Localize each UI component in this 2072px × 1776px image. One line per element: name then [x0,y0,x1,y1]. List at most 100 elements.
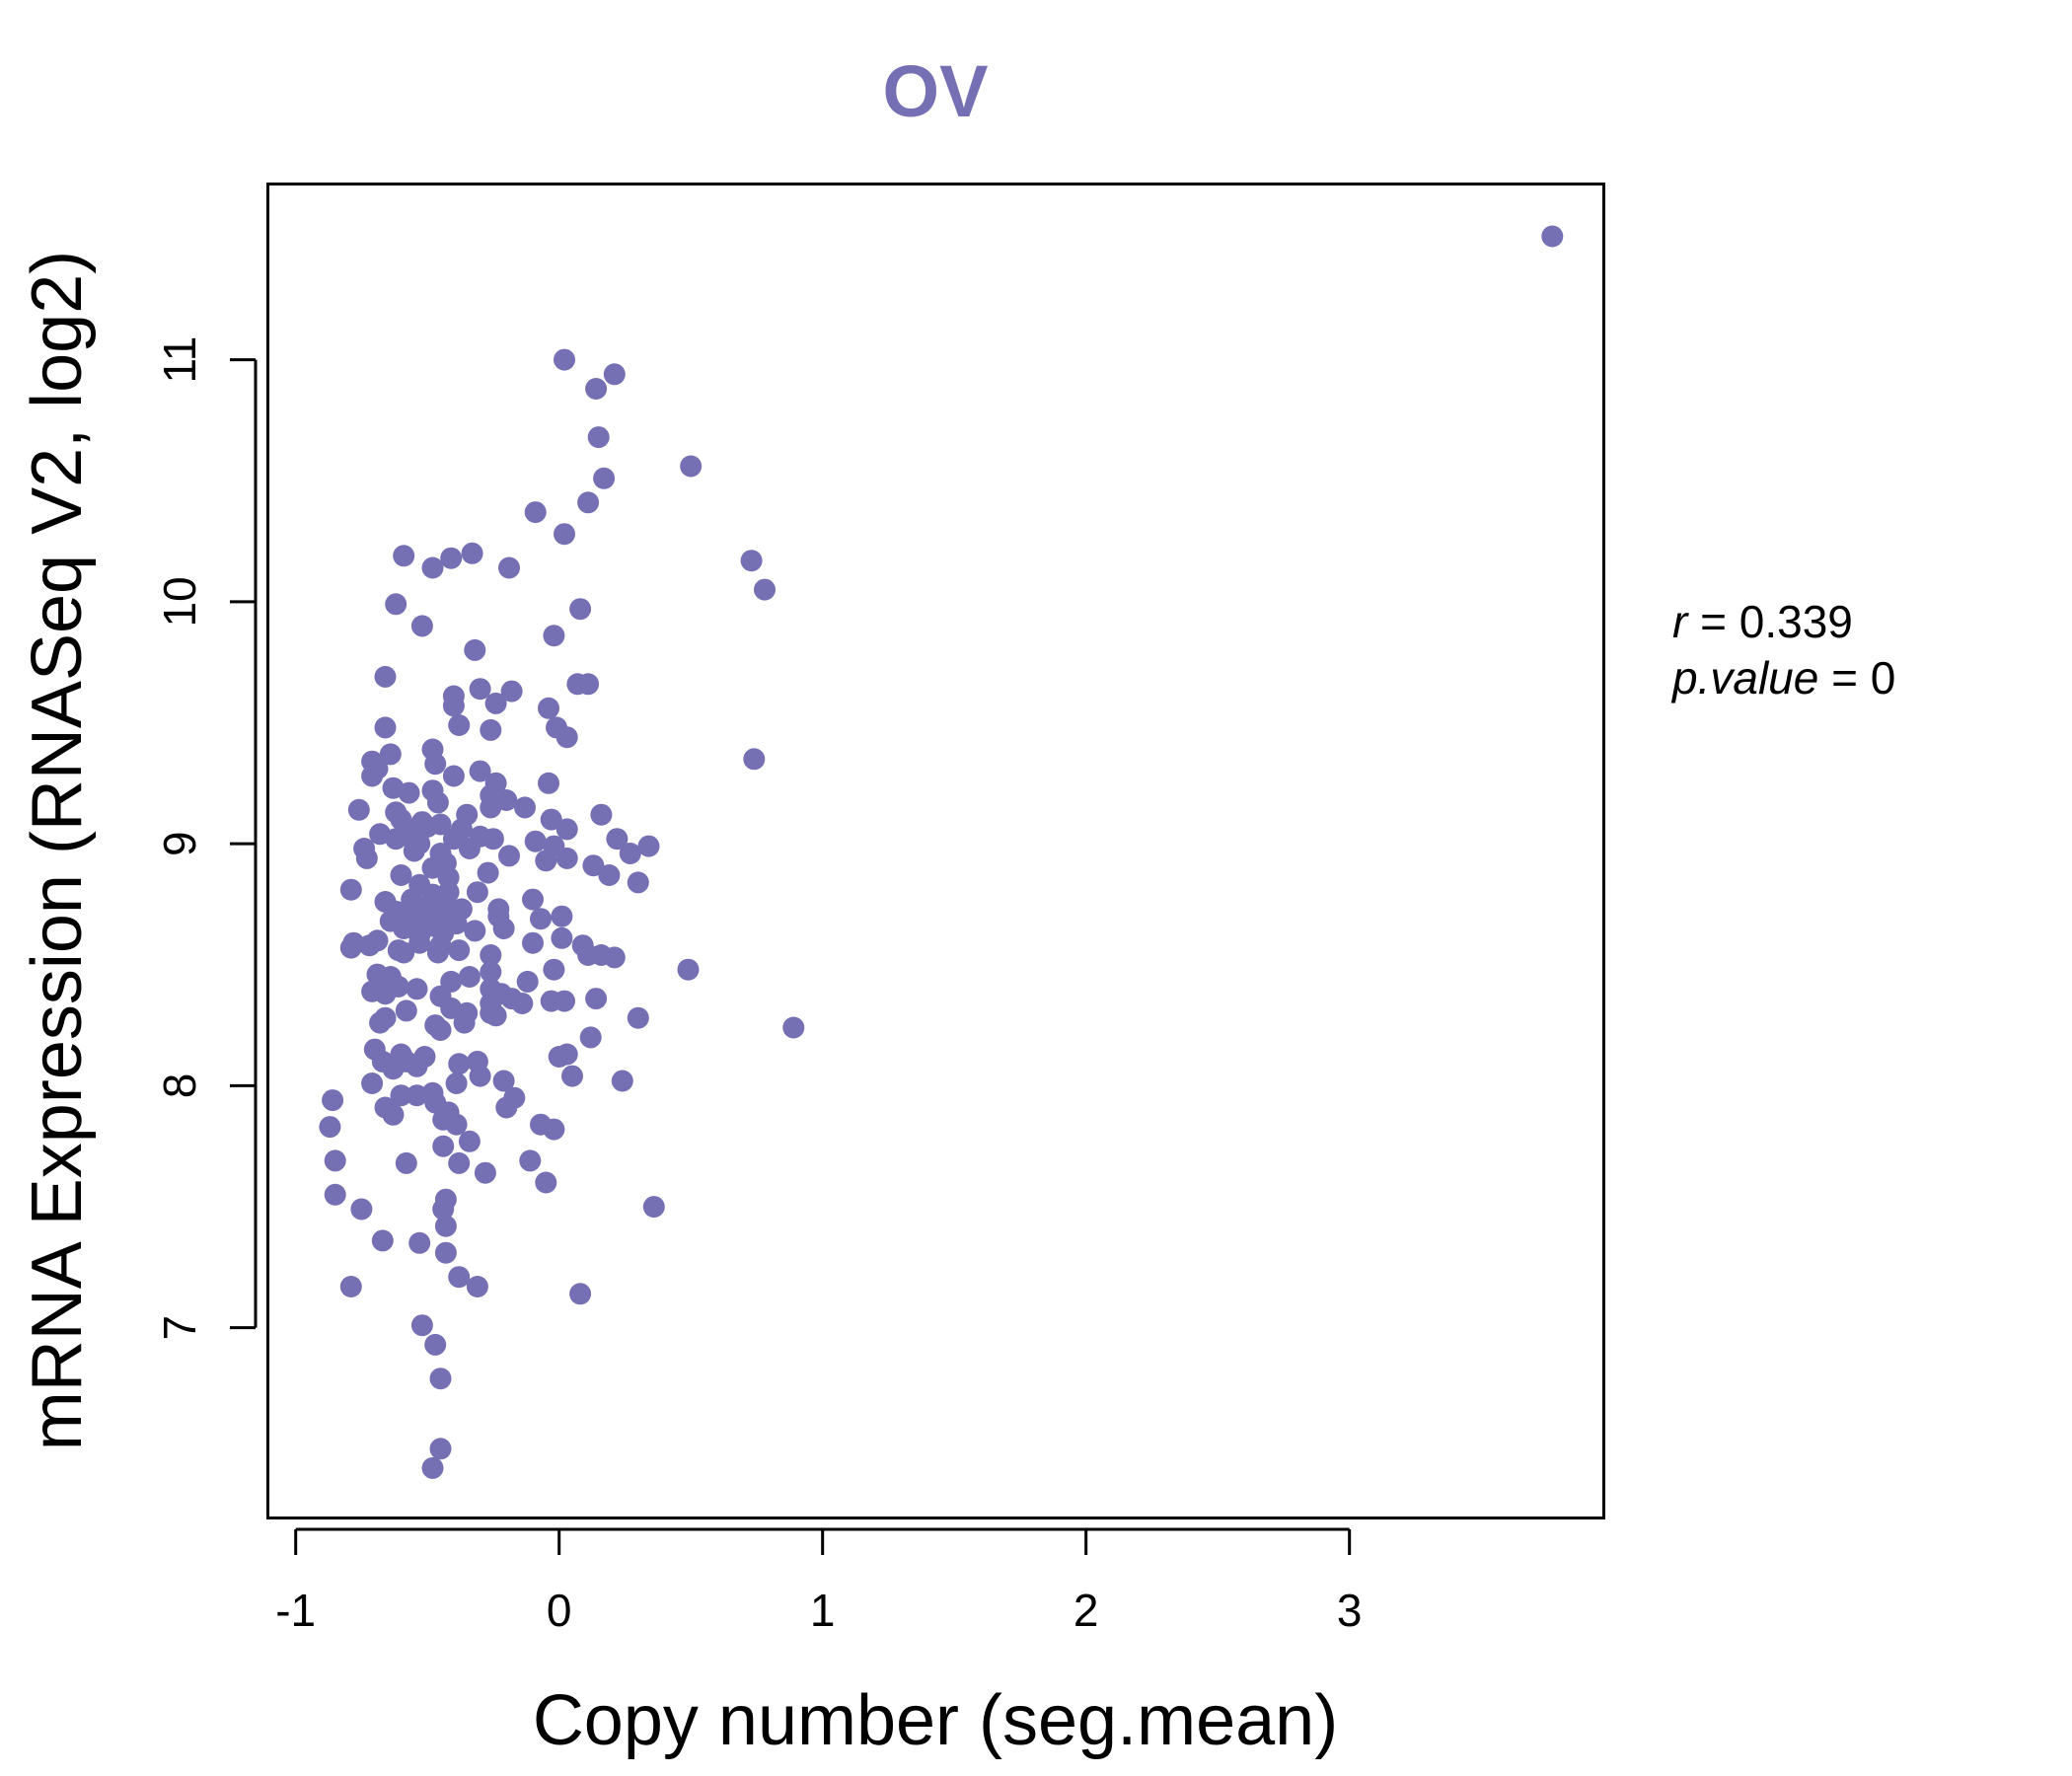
data-point [522,888,544,911]
data-point [642,1196,665,1219]
data-point [434,1215,457,1237]
stat-p-value: 0 [1871,652,1896,703]
data-point [519,1149,542,1172]
data-point [484,692,507,714]
data-point [474,1161,496,1184]
data-point [445,1073,468,1094]
data-point [480,961,502,984]
data-point [322,1089,344,1112]
data-point [551,926,573,949]
data-point [395,1151,417,1174]
data-point [350,1198,373,1221]
points-layer [319,225,1564,1479]
data-point [374,716,397,739]
data-point [477,861,499,884]
data-point [554,348,575,371]
data-point [569,598,592,621]
data-point [421,556,444,579]
data-point [406,978,428,1000]
data-point [421,856,444,879]
data-point [582,854,605,877]
data-point [319,1116,341,1139]
data-point [339,878,362,901]
data-point [603,363,626,386]
stat-p-eq: = [1818,652,1870,703]
data-point [421,1456,444,1479]
data-point [530,908,552,930]
data-point [740,550,763,572]
data-point [358,934,381,957]
y-tick-label: 9 [154,831,205,856]
data-point [448,1151,471,1174]
data-point [440,547,463,569]
data-point [598,864,621,886]
data-point [406,1055,428,1077]
data-point [448,1266,471,1289]
data-point [429,1438,452,1460]
data-point [469,678,491,701]
data-point [382,1103,405,1126]
stat-p-line: p.value = 0 [1670,652,1895,703]
data-point [408,931,431,954]
x-tick-label: 1 [810,1585,836,1636]
data-point [495,1096,518,1119]
data-point [611,1070,633,1092]
data-point [481,828,504,851]
data-point [374,665,397,688]
data-point [498,556,520,579]
data-point [464,638,486,661]
stats-annotation: r = 0.339 p.value = 0 [1670,596,1895,703]
data-point [393,545,415,567]
stat-r-line: r = 0.339 [1672,596,1853,647]
data-point [585,988,608,1010]
data-point [590,803,613,826]
data-point [385,828,407,851]
data-point [382,1058,405,1080]
data-point [627,1006,649,1029]
data-point [466,1276,488,1297]
data-point [1541,225,1564,248]
data-point [408,1231,431,1254]
data-point [324,1183,346,1206]
data-point [374,983,397,1005]
data-point [484,1004,507,1027]
data-point [379,743,402,766]
data-point [538,697,559,719]
data-point [587,426,610,449]
data-point [524,501,547,524]
y-tick-label: 7 [154,1315,205,1341]
stat-p-label: p.value [1670,652,1818,703]
data-point [603,946,626,969]
x-tick-label: -1 [275,1585,316,1636]
data-point [782,1016,805,1039]
data-point [514,796,536,819]
data-point [535,1171,557,1194]
data-point [434,1241,457,1264]
data-point [535,850,557,872]
x-axis-title: Copy number (seg.mean) [533,1681,1338,1760]
data-point [551,905,573,927]
data-point [577,491,600,514]
data-point [406,1084,428,1107]
data-point [442,828,465,851]
data-point [540,990,562,1012]
data-point [511,993,534,1014]
data-point [593,467,616,489]
data-point [390,1084,412,1107]
data-point [555,818,578,841]
data-point [429,1368,452,1390]
data-point [554,523,575,546]
data-point [361,765,384,787]
data-point [561,1065,583,1087]
data-point [432,1198,455,1221]
data-point [403,840,425,862]
y-axis: 7 8 9 10 11 [154,336,258,1341]
data-point [385,593,407,616]
data-point [390,864,412,886]
data-point [516,970,539,993]
data-point [442,695,465,717]
y-tick-label: 10 [154,576,205,627]
data-point [606,828,629,851]
data-point [424,1333,447,1356]
